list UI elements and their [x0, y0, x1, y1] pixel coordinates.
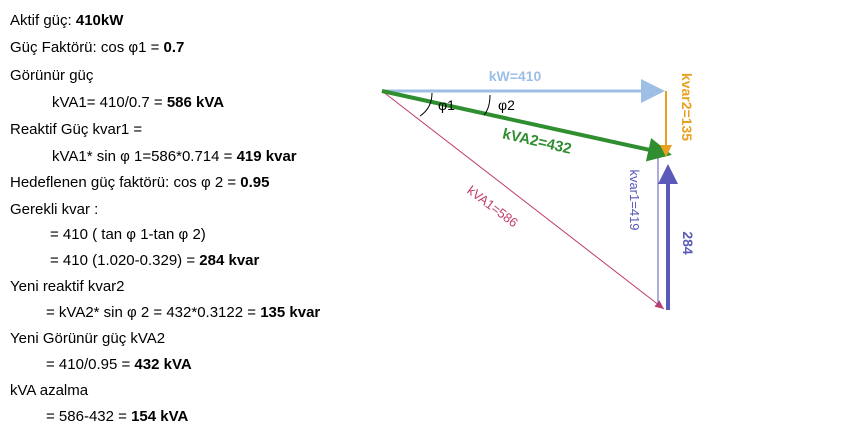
kva1-label: kVA1=586: [464, 183, 520, 231]
phi2-arc: [483, 94, 491, 116]
line-text: Görünür güç: [10, 67, 94, 84]
text-line: Reaktif Güç kvar1 =: [10, 121, 142, 138]
line-text: Gerekli kvar :: [10, 201, 99, 218]
line-text: Hedeflenen güç faktörü: cos φ 2 =: [10, 174, 241, 191]
text-line: Aktif güç: 410kW: [10, 12, 123, 29]
text-line: Hedeflenen güç faktörü: cos φ 2 = 0.95: [10, 174, 269, 191]
text-line: kVA1* sin φ 1=586*0.714 = 419 kvar: [52, 148, 297, 165]
result-value: 419 kvar: [236, 148, 297, 165]
text-line: kVA azalma: [10, 382, 88, 399]
text-line: = 410/0.95 = 432 kVA: [46, 356, 192, 373]
text-line: Yeni Görünür güç kVA2: [10, 330, 165, 347]
result-value: 284 kvar: [199, 252, 260, 269]
line-text: Aktif güç:: [10, 12, 76, 29]
text-line: kVA1= 410/0.7 = 586 kVA: [52, 94, 224, 111]
line-text: kVA1= 410/0.7 =: [52, 94, 167, 111]
kvar1-label: kvar1=419: [627, 169, 642, 230]
text-line: Yeni reaktif kvar2: [10, 278, 125, 295]
result-value: 0.95: [240, 174, 270, 191]
text-line: Gerekli kvar :: [10, 201, 98, 218]
text-line: = 410 (1.020-0.329) = 284 kvar: [50, 252, 259, 269]
line-text: Güç Faktörü: cos φ1 =: [10, 39, 164, 56]
text-line: Güç Faktörü: cos φ1 = 0.7: [10, 39, 184, 56]
line-text: kVA1* sin φ 1=586*0.714 =: [52, 148, 237, 165]
text-line: = 586-432 = 154 kVA: [46, 408, 188, 425]
line-text: = 586-432 =: [46, 408, 132, 425]
line-text: = kVA2* sin φ 2 = 432*0.3122 =: [46, 304, 261, 321]
kva1-arrow: [381, 90, 665, 310]
line-text: = 410 ( tan φ 1-tan φ 2): [50, 226, 206, 243]
line-text: = 410/0.95 =: [46, 356, 135, 373]
kw-label: kW=410: [489, 68, 542, 84]
kvar2-label: kvar2=135: [679, 73, 695, 141]
phi1-label: φ1: [438, 97, 455, 113]
text-line: = kVA2* sin φ 2 = 432*0.3122 = 135 kvar: [46, 304, 320, 321]
text-line: = 410 ( tan φ 1-tan φ 2): [50, 226, 206, 243]
line-text: Yeni Görünür güç kVA2: [10, 330, 166, 347]
result-value: 0.7: [163, 39, 185, 56]
line-text: = 410 (1.020-0.329) =: [50, 252, 200, 269]
phi1-arc: [419, 92, 433, 117]
line-text: Yeni reaktif kvar2: [10, 278, 125, 295]
line-text: Reaktif Güç kvar1 =: [10, 121, 143, 138]
kva2-arrow: [381, 89, 672, 162]
text-line: Görünür güç: [10, 67, 93, 84]
result-value: 586 kVA: [166, 94, 225, 111]
line-text: kVA azalma: [10, 382, 89, 399]
needed-kvar-label: 284: [680, 231, 696, 255]
phi2-label: φ2: [498, 97, 515, 113]
result-value: 154 kVA: [131, 408, 189, 425]
result-value: 432 kVA: [134, 356, 192, 373]
result-value: 410kW: [75, 12, 124, 29]
result-value: 135 kvar: [260, 304, 321, 321]
